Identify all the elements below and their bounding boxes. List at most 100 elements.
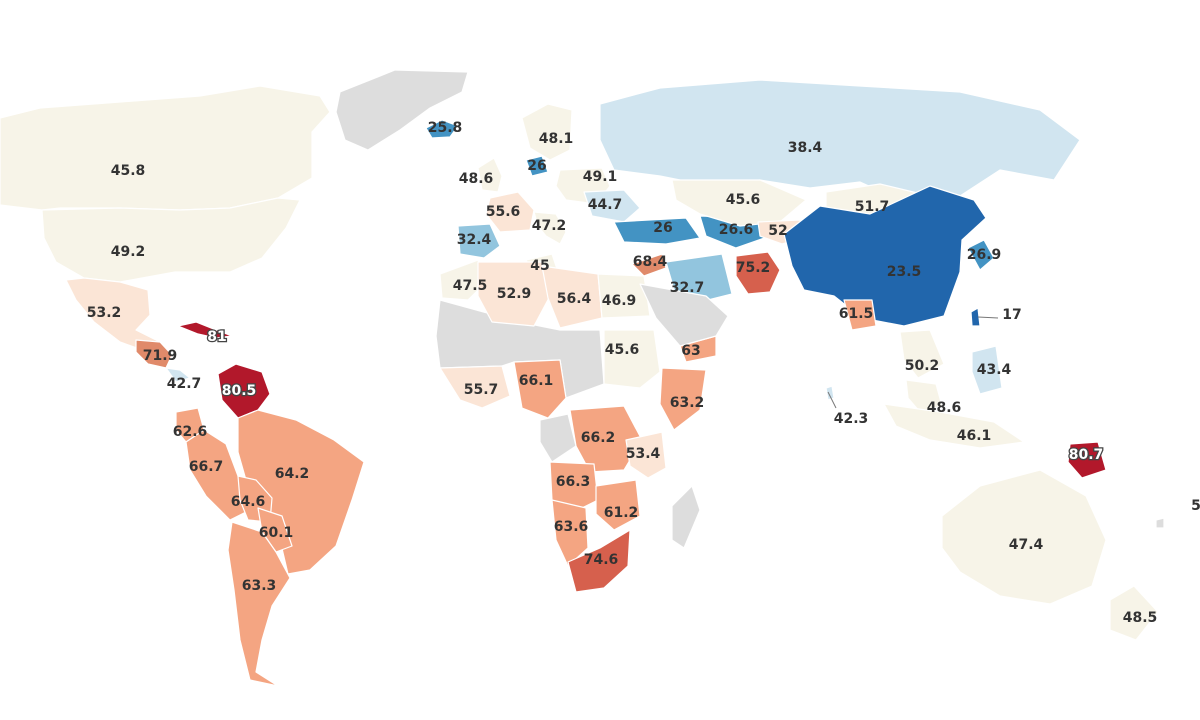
- region-ukraine: [583, 189, 641, 223]
- value-label-malaysia: 48.6: [927, 400, 962, 416]
- value-label-denmark: 26: [527, 158, 546, 174]
- value-label-costa-rica: 42.7: [167, 376, 202, 392]
- value-label-iceland: 25.8: [428, 120, 463, 136]
- value-label-zimbabwe: 61.2: [604, 505, 639, 521]
- value-label-spain: 32.4: [457, 232, 492, 248]
- region-sri-lanka: [825, 385, 835, 401]
- region-philippines: [971, 345, 1003, 395]
- value-label-mongolia: 51.7: [855, 199, 890, 215]
- value-label-iran: 32.7: [670, 280, 705, 296]
- value-label-new-zealand: 48.5: [1123, 610, 1158, 626]
- value-label-venezuela: 80.5: [222, 383, 257, 399]
- region-nigeria: [513, 359, 567, 419]
- value-label-ecuador: 62.6: [173, 424, 208, 440]
- region-angola: [549, 461, 599, 513]
- region-united-kingdom: [477, 157, 503, 193]
- region-italy: [533, 211, 567, 245]
- region-kenya: [659, 367, 707, 431]
- region-dr-congo: [569, 405, 643, 473]
- value-label-brazil: 64.2: [275, 466, 310, 482]
- region-no-data-2: [671, 485, 701, 549]
- value-label-papua-new-guinea: 80.7: [1069, 447, 1104, 463]
- region-sweden: [521, 103, 573, 161]
- value-label-russia: 38.4: [788, 140, 823, 156]
- value-label-morocco: 47.5: [453, 278, 488, 294]
- region-malaysia: [905, 379, 943, 413]
- value-label-poland: 49.1: [583, 169, 618, 185]
- region-indonesia: [883, 403, 1025, 449]
- region-papua-new-guinea: [1067, 441, 1107, 479]
- value-label-ukraine: 44.7: [588, 197, 623, 213]
- value-label-ghana: 55.7: [464, 382, 499, 398]
- region-cuba: [177, 321, 233, 339]
- leader-line-sri-lanka: [827, 391, 837, 409]
- value-label-taiwan: 17: [1002, 307, 1021, 323]
- region-canada: [0, 85, 331, 211]
- region-australia: [941, 469, 1107, 605]
- region-fiji: [1155, 517, 1165, 529]
- region-lebanon: [631, 253, 667, 277]
- value-label-vietnam: 50.2: [905, 358, 940, 374]
- region-spain: [457, 223, 501, 259]
- value-label-tunisia: 45: [530, 258, 549, 274]
- region-mexico: [65, 277, 161, 353]
- value-label-tanzania: 53.4: [626, 446, 661, 462]
- value-label-kazakhstan: 45.6: [726, 192, 761, 208]
- value-label-kyrgyzstan: 52: [768, 223, 787, 239]
- region-taiwan: [970, 307, 981, 327]
- region-ghana: [439, 365, 511, 409]
- value-label-south-korea: 26.9: [967, 247, 1002, 263]
- value-label-australia: 47.4: [1009, 537, 1044, 553]
- value-label-sri-lanka: 42.3: [834, 411, 869, 427]
- region-zimbabwe: [595, 479, 641, 531]
- value-label-italy: 47.2: [532, 218, 567, 234]
- region-denmark: [525, 155, 549, 177]
- region-tanzania: [625, 431, 667, 479]
- leader-line-taiwan: [977, 316, 999, 319]
- value-label-namibia: 63.6: [554, 519, 589, 535]
- value-label-georgia: 26.6: [719, 222, 754, 238]
- value-label-sweden: 48.1: [539, 131, 574, 147]
- value-label-algeria: 52.9: [497, 286, 532, 302]
- value-label-lebanon: 68.4: [633, 254, 668, 270]
- value-label-turkey: 26: [653, 220, 672, 236]
- value-label-cuba: 81: [207, 329, 226, 345]
- region-united-states: [41, 197, 301, 283]
- value-label-argentina: 63.3: [242, 578, 277, 594]
- region-libya: [541, 265, 603, 329]
- region-algeria: [477, 261, 551, 327]
- region-south-korea: [967, 239, 995, 271]
- value-label-indonesia: 46.1: [957, 428, 992, 444]
- region-no-data-1: [539, 413, 577, 463]
- land-layer: [0, 69, 1165, 687]
- value-label-mexico: 53.2: [87, 305, 122, 321]
- value-label-paraguay: 60.1: [259, 525, 294, 541]
- region-south-africa: [567, 529, 631, 593]
- region-saudi-arabia: [639, 283, 729, 347]
- value-label-yemen: 63: [681, 343, 700, 359]
- value-label-peru: 66.7: [189, 459, 224, 475]
- value-label-egypt: 46.9: [602, 293, 637, 309]
- region-vietnam: [899, 329, 945, 379]
- region-egypt: [597, 273, 651, 319]
- value-label-sudan: 45.6: [605, 342, 640, 358]
- value-label-fiji: 5: [1191, 498, 1200, 514]
- region-venezuela: [217, 363, 271, 419]
- value-label-united-kingdom: 48.6: [459, 171, 494, 187]
- value-label-china: 23.5: [887, 264, 922, 280]
- region-costa-rica: [165, 367, 191, 383]
- region-argentina: [227, 521, 291, 687]
- region-paraguay: [257, 507, 293, 553]
- value-label-libya: 56.4: [557, 291, 592, 307]
- value-label-bangladesh: 61.5: [839, 306, 874, 322]
- value-labels: 25.8 45.8 49.2 53.2 81 71.9 42.7 80.5 62.6 66.7 64…: [87, 120, 1200, 626]
- region-morocco: [439, 259, 487, 301]
- region-china: [783, 185, 987, 327]
- value-label-kenya: 63.2: [670, 395, 705, 411]
- value-label-united-states: 49.2: [111, 244, 146, 260]
- region-new-zealand: [1109, 585, 1159, 641]
- value-label-nigeria: 66.1: [519, 373, 554, 389]
- value-label-afghanistan: 75.2: [736, 260, 771, 276]
- value-label-dr-congo: 66.2: [581, 430, 616, 446]
